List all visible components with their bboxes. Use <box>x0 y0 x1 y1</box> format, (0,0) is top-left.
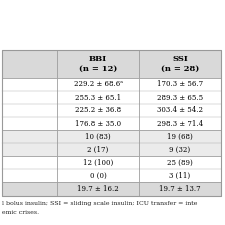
Bar <box>57 130 139 156</box>
Text: 0 (0): 0 (0) <box>90 171 106 180</box>
Bar <box>139 78 221 130</box>
Text: emic crises.: emic crises. <box>2 210 39 215</box>
Text: 176.8 ± 35.0: 176.8 ± 35.0 <box>75 119 121 128</box>
Text: 10 (83): 10 (83) <box>85 133 111 140</box>
Bar <box>139 182 221 196</box>
Text: 19.7 ± 16.2: 19.7 ± 16.2 <box>77 185 119 193</box>
Text: 12 (100): 12 (100) <box>83 158 113 166</box>
Bar <box>2 156 57 182</box>
Bar <box>57 156 139 182</box>
Text: BBI
(n = 12): BBI (n = 12) <box>79 55 117 73</box>
Bar <box>2 182 57 196</box>
Bar <box>139 156 221 182</box>
Text: 2 (17): 2 (17) <box>87 146 109 153</box>
Bar <box>2 50 221 196</box>
Text: 298.3 ± 71.4: 298.3 ± 71.4 <box>157 119 203 128</box>
Bar <box>57 50 139 78</box>
Text: 229.2 ± 68.6ᵃ: 229.2 ± 68.6ᵃ <box>74 81 122 88</box>
Text: SSI
(n = 28): SSI (n = 28) <box>161 55 199 73</box>
Text: 255.3 ± 65.1: 255.3 ± 65.1 <box>75 94 121 101</box>
Bar <box>2 50 57 78</box>
Bar <box>139 50 221 78</box>
Text: 19 (68): 19 (68) <box>167 133 193 140</box>
Bar <box>2 130 57 156</box>
Bar <box>57 78 139 130</box>
Text: 25 (89): 25 (89) <box>167 158 193 166</box>
Text: 225.2 ± 36.8: 225.2 ± 36.8 <box>75 106 121 115</box>
Bar <box>57 182 139 196</box>
Text: 9 (32): 9 (32) <box>169 146 191 153</box>
Bar <box>139 130 221 156</box>
Text: l bolus insulin; SSI = sliding scale insulin; ICU transfer = inte: l bolus insulin; SSI = sliding scale ins… <box>2 201 197 206</box>
Text: 170.3 ± 56.7: 170.3 ± 56.7 <box>157 81 203 88</box>
Text: 3 (11): 3 (11) <box>169 171 191 180</box>
Text: 289.3 ± 65.5: 289.3 ± 65.5 <box>157 94 203 101</box>
Text: 19.7 ± 13.7: 19.7 ± 13.7 <box>159 185 201 193</box>
Bar <box>2 78 57 130</box>
Text: 303.4 ± 54.2: 303.4 ± 54.2 <box>157 106 203 115</box>
